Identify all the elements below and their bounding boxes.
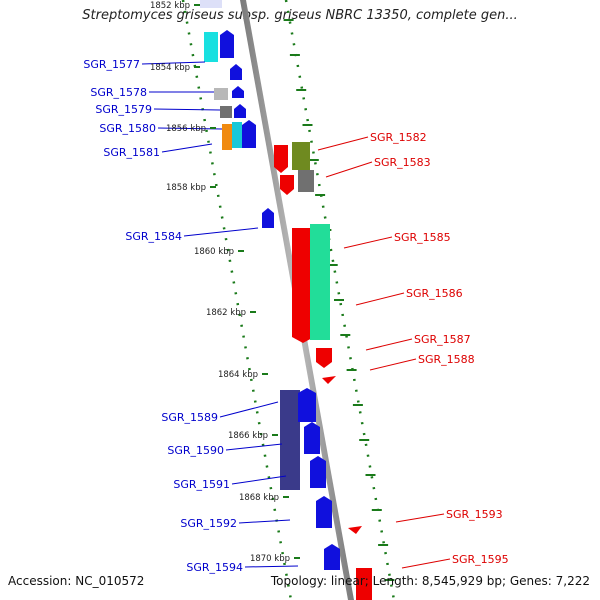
accession-label: Accession: NC_010572: [8, 574, 145, 588]
genome-summary: Topology: linear; Length: 8,545,929 bp; …: [270, 574, 590, 588]
gene-SGR_1582: [274, 145, 288, 173]
gene-arrow: [280, 175, 294, 195]
gene-SGR_1588: [322, 376, 336, 384]
gene-SGR_1582b: [292, 142, 310, 170]
gene-leader-line: [355, 292, 405, 306]
gene-leader-line: [343, 236, 393, 249]
scale-label: 1860 kbp: [194, 247, 234, 257]
gene-leader-line: [153, 108, 221, 111]
gene-label-SGR_1592[interactable]: SGR_1592: [180, 517, 237, 530]
gene-leader-line: [401, 558, 451, 569]
gene-label-SGR_1581[interactable]: SGR_1581: [103, 146, 160, 159]
scale-label: 1866 kbp: [228, 431, 268, 441]
gene-SGR_1579: [220, 106, 232, 118]
track-guides: [181, 0, 396, 600]
gene-leader-line: [365, 338, 413, 351]
gene-arrow: [298, 388, 316, 422]
gene-label-SGR_1584[interactable]: SGR_1584: [125, 230, 182, 243]
scale-label: 1856 kbp: [166, 124, 206, 134]
scale-label: 1864 kbp: [218, 370, 258, 380]
gene-leader-line: [325, 161, 373, 178]
gene-SGR_1587: [316, 348, 332, 368]
gene-label-SGR_1593[interactable]: SGR_1593: [446, 508, 503, 521]
scale-label: 1870 kbp: [250, 554, 290, 564]
gene-label-SGR_1583[interactable]: SGR_1583: [374, 156, 431, 169]
gene-label-SGR_1590[interactable]: SGR_1590: [167, 444, 224, 457]
gene-leader-line: [183, 227, 259, 237]
scale-label: 1852 kbp: [150, 1, 190, 11]
gene-SGR_1578: [214, 88, 228, 100]
gene-SGR_1591: [310, 456, 326, 488]
gene-leader-line: [395, 513, 445, 523]
gene-SGR_1577: [204, 32, 218, 62]
gene-leader-line: [219, 401, 279, 418]
gene-arrow: [234, 104, 246, 118]
gene-SGR_1584: [262, 208, 274, 228]
gene-SGR_1590: [304, 422, 320, 454]
gene-arrow: [220, 30, 234, 58]
gene-label-SGR_1579[interactable]: SGR_1579: [95, 103, 152, 116]
gene-label-SGR_1587[interactable]: SGR_1587: [414, 333, 471, 346]
gene-label-SGR_1595[interactable]: SGR_1595: [452, 553, 509, 566]
scale-label: 1858 kbp: [166, 183, 206, 193]
gene-SGR_1594: [324, 544, 340, 570]
gene-label-SGR_1594[interactable]: SGR_1594: [186, 561, 243, 574]
gene-label-SGR_1586[interactable]: SGR_1586: [406, 287, 463, 300]
gene-SGR_1593: [348, 526, 362, 534]
gene-SGR_1586: [310, 224, 330, 340]
gene-label-SGR_1591[interactable]: SGR_1591: [173, 478, 230, 491]
gene-label-SGR_1578[interactable]: SGR_1578: [90, 86, 147, 99]
gene-arrow: [230, 64, 242, 80]
scale-labels: 1852 kbp 1854 kbp 1856 kbp 1858 kbp 1860 kbp…: [150, 1, 300, 564]
scale-label: 1868 kbp: [239, 493, 279, 503]
gene-labels: SGR_1577 SGR_1578 SGR_1579 SGR_1580 SGR_1581…: [83, 58, 508, 574]
gene-leader-line: [225, 443, 283, 451]
gene-leader-line: [141, 61, 206, 65]
gene-label-SGR_1589[interactable]: SGR_1589: [161, 411, 218, 424]
gene-SGR_1583: [298, 170, 314, 192]
gene-label-SGR_1588[interactable]: SGR_1588: [418, 353, 475, 366]
gene-leader-line: [317, 136, 369, 151]
gene-label-SGR_1577[interactable]: SGR_1577: [83, 58, 140, 71]
gene-arrow: [242, 120, 256, 148]
gene-arrow: [232, 86, 244, 98]
gene-SGR_1580: [232, 122, 242, 148]
gene-SGR_1585: [292, 228, 314, 343]
gene-leader-line: [161, 143, 213, 153]
gene-label-SGR_1582[interactable]: SGR_1582: [370, 131, 427, 144]
gene-label-SGR_1580[interactable]: SGR_1580: [99, 122, 156, 135]
gene-label-SGR_1585[interactable]: SGR_1585: [394, 231, 451, 244]
gene-leader-line: [231, 475, 287, 485]
gene-SGR_1589: [280, 390, 300, 490]
gene-leader-line: [244, 565, 299, 568]
gene-leader-line: [238, 519, 291, 524]
gene-SGR_1581: [222, 124, 232, 150]
gene-partial: [200, 0, 222, 8]
scale-label: 1862 kbp: [206, 308, 246, 318]
scale-label: 1854 kbp: [150, 63, 190, 73]
map-title: Streptomyces griseus subsp. griseus NBRC…: [82, 8, 518, 23]
gene-features: [200, 0, 372, 600]
gene-SGR_1592: [316, 496, 332, 528]
gene-leader-line: [369, 358, 417, 371]
gene-SGR_1595: [356, 568, 372, 600]
